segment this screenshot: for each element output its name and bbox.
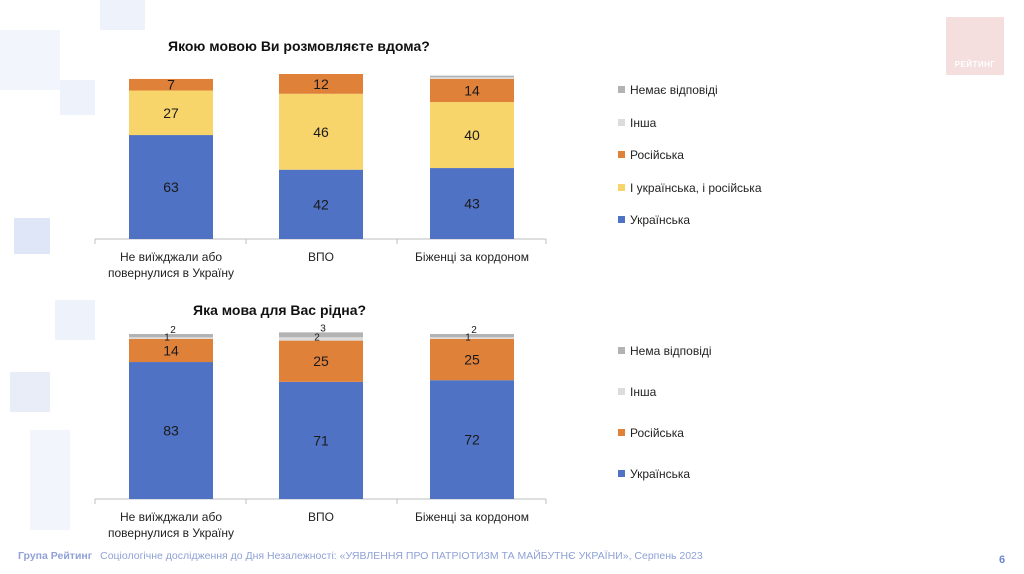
data-label: 14 — [464, 83, 480, 99]
data-label-small: 2 — [471, 325, 477, 336]
bar-segment-both — [279, 93, 363, 170]
legend-item: Нема відповіді — [618, 343, 712, 358]
footer-text: Соціологічне дослідження до Дня Незалежн… — [100, 550, 703, 562]
data-label: 72 — [464, 432, 480, 448]
legend-item: І українська, і російська — [618, 180, 762, 195]
legend-swatch — [618, 216, 625, 224]
bar-segment-ukrainian — [430, 380, 514, 499]
data-label: 63 — [163, 179, 179, 195]
category-label: повернулися в Україну — [108, 266, 234, 280]
data-label-small: 3 — [320, 323, 326, 334]
data-label: 40 — [464, 127, 480, 143]
decor-square — [10, 372, 50, 412]
chart-1-plot: 63 27 7 Не виїжджали або повернулися в Украї… — [94, 74, 547, 280]
bar-segment-russian — [129, 338, 213, 363]
logo-text: РЕЙТИНГ — [954, 60, 996, 69]
legend-swatch — [618, 183, 625, 191]
legend-item: Українська — [618, 212, 690, 227]
decor-square — [60, 80, 95, 115]
bar-segment-no_answer — [129, 334, 213, 338]
bar-segment-both — [430, 102, 514, 169]
category-label: Біженці за кордоном — [415, 510, 529, 524]
data-label: 14 — [163, 343, 179, 359]
rating-logo: РЕЙТИНГ — [946, 17, 1004, 75]
bar-segment-both — [129, 90, 213, 136]
legend-item: Російська — [618, 425, 684, 440]
bar-segment-other — [430, 337, 514, 339]
legend-label: Українська — [630, 466, 691, 481]
legend-label: Інша — [630, 384, 657, 399]
bar-segment-no_answer — [279, 332, 363, 338]
bar-segment-russian — [279, 340, 363, 382]
data-label-small: 1 — [164, 332, 170, 343]
category-label: Не виїжджали або — [120, 250, 222, 264]
bar-segment-other — [430, 77, 514, 79]
data-label: 42 — [313, 196, 329, 212]
legend-item: Інша — [618, 384, 656, 399]
bar-segment-russian — [129, 78, 213, 91]
bar-segment-russian — [430, 78, 514, 103]
bar-segment-russian — [279, 74, 363, 94]
decor-square — [55, 300, 95, 340]
footer-org: Група Рейтинг — [18, 550, 93, 562]
bar-segment-no_answer — [430, 334, 514, 338]
bar-segment-ukrainian — [129, 362, 213, 499]
legend-label: І українська, і російська — [630, 180, 762, 195]
page-number: 6 — [999, 554, 1006, 566]
legend-item: Немає відповіді — [618, 82, 718, 97]
legend-swatch — [618, 118, 625, 126]
bar-segment-ukrainian — [279, 169, 363, 239]
bar-segment-ukrainian — [279, 381, 363, 499]
bar-segment-russian — [430, 338, 514, 381]
category-label: ВПО — [308, 510, 334, 524]
decor-square — [14, 218, 50, 254]
decor-square — [30, 430, 70, 530]
data-label: 25 — [313, 353, 329, 369]
data-label: 27 — [163, 105, 179, 121]
legend-item: Українська — [618, 466, 690, 481]
footer: Група Рейтинг Соціологічне дослідження до… — [18, 550, 703, 562]
legend-swatch — [618, 429, 625, 437]
data-label: 12 — [313, 76, 329, 92]
bar-segment-ukrainian — [129, 135, 213, 239]
legend-label: Інша — [630, 115, 657, 130]
category-label: ВПО — [308, 250, 334, 264]
legend-label: Нема відповіді — [630, 343, 712, 358]
legend-label: Російська — [630, 147, 684, 162]
data-label: 83 — [163, 423, 179, 439]
bar-segment-no_answer — [430, 75, 514, 78]
decor-square — [100, 0, 145, 30]
data-label: 7 — [167, 77, 175, 93]
data-label: 71 — [313, 432, 329, 448]
bar-segment-other — [279, 337, 363, 341]
legend-swatch — [618, 347, 625, 355]
data-label-small: 1 — [465, 332, 471, 343]
legend-swatch — [618, 388, 625, 396]
legend-swatch — [618, 86, 625, 94]
decor-square — [0, 30, 60, 90]
legend-item: Інша — [618, 115, 657, 130]
legend-swatch — [618, 470, 625, 478]
category-label: повернулися в Україну — [108, 526, 234, 540]
data-label: 46 — [313, 124, 329, 140]
data-label-small: 2 — [170, 325, 176, 336]
bar-segment-other — [129, 337, 213, 339]
legend-label: Російська — [630, 425, 684, 440]
legend-label: Українська — [630, 212, 691, 227]
chart-2-title: Яка мова для Вас рідна? — [193, 302, 367, 318]
data-label: 43 — [464, 196, 480, 212]
category-label: Не виїжджали або — [120, 510, 222, 524]
category-label: Біженці за кордоном — [415, 250, 529, 264]
legend-swatch — [618, 151, 625, 159]
data-label-small: 2 — [314, 332, 320, 343]
data-label: 25 — [464, 352, 480, 368]
legend-item: Російська — [618, 147, 684, 162]
bar-segment-ukrainian — [430, 168, 514, 239]
chart-1-title: Якою мовою Ви розмовляєте вдома? — [168, 38, 430, 54]
legend-label: Немає відповіді — [630, 82, 718, 97]
